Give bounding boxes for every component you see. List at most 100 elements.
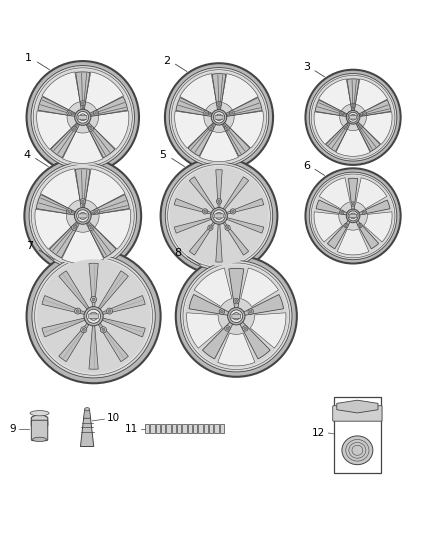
Polygon shape <box>337 229 369 255</box>
Circle shape <box>359 126 361 128</box>
Circle shape <box>230 310 243 322</box>
Circle shape <box>208 126 213 131</box>
Circle shape <box>79 212 86 220</box>
FancyBboxPatch shape <box>187 424 192 433</box>
Circle shape <box>33 68 132 167</box>
FancyBboxPatch shape <box>177 424 181 433</box>
Circle shape <box>243 326 248 331</box>
Circle shape <box>350 115 356 120</box>
Circle shape <box>73 127 76 130</box>
Circle shape <box>89 225 94 230</box>
Polygon shape <box>174 217 212 233</box>
Polygon shape <box>51 122 80 158</box>
Circle shape <box>211 110 227 125</box>
Polygon shape <box>223 177 249 211</box>
Polygon shape <box>250 313 286 348</box>
Circle shape <box>81 327 87 333</box>
Circle shape <box>74 207 91 224</box>
Polygon shape <box>187 313 223 348</box>
Circle shape <box>100 327 106 333</box>
Circle shape <box>352 104 354 107</box>
Circle shape <box>76 310 79 312</box>
Polygon shape <box>189 177 215 211</box>
Circle shape <box>92 298 95 301</box>
Polygon shape <box>89 324 98 369</box>
Circle shape <box>208 225 213 230</box>
Polygon shape <box>326 121 351 151</box>
Polygon shape <box>63 132 103 163</box>
Circle shape <box>161 158 277 274</box>
Polygon shape <box>314 212 343 242</box>
Circle shape <box>244 327 247 330</box>
Polygon shape <box>364 212 392 242</box>
Circle shape <box>66 209 71 214</box>
Polygon shape <box>226 199 264 214</box>
Polygon shape <box>95 209 131 249</box>
Polygon shape <box>363 112 392 144</box>
Polygon shape <box>188 122 216 156</box>
Polygon shape <box>180 74 216 110</box>
Circle shape <box>170 166 268 265</box>
Circle shape <box>90 127 92 130</box>
Circle shape <box>74 308 81 314</box>
Circle shape <box>27 249 161 383</box>
Polygon shape <box>318 79 351 111</box>
Polygon shape <box>243 295 283 316</box>
Polygon shape <box>84 409 91 418</box>
Polygon shape <box>35 209 71 249</box>
Circle shape <box>165 63 273 172</box>
Polygon shape <box>316 200 348 215</box>
Polygon shape <box>222 74 258 110</box>
Circle shape <box>226 327 229 330</box>
Polygon shape <box>355 121 380 151</box>
Circle shape <box>235 300 238 302</box>
Polygon shape <box>189 295 230 316</box>
FancyBboxPatch shape <box>78 214 87 218</box>
Polygon shape <box>36 195 77 215</box>
Circle shape <box>225 225 230 230</box>
Polygon shape <box>174 199 212 214</box>
Circle shape <box>311 174 395 258</box>
Bar <box>334 397 381 473</box>
Text: 10: 10 <box>106 413 120 423</box>
Circle shape <box>341 211 343 213</box>
Circle shape <box>73 227 75 229</box>
Circle shape <box>309 74 397 161</box>
FancyBboxPatch shape <box>172 424 176 433</box>
Polygon shape <box>349 179 358 210</box>
Circle shape <box>88 126 94 131</box>
Circle shape <box>81 102 84 104</box>
Circle shape <box>72 126 77 131</box>
Ellipse shape <box>342 436 373 465</box>
Polygon shape <box>356 177 387 209</box>
Circle shape <box>345 224 347 227</box>
Circle shape <box>87 309 101 323</box>
Circle shape <box>228 308 245 325</box>
Polygon shape <box>200 131 238 161</box>
Circle shape <box>32 255 155 378</box>
Circle shape <box>95 210 98 213</box>
Circle shape <box>95 112 97 114</box>
Circle shape <box>363 211 365 213</box>
Circle shape <box>341 112 343 115</box>
Circle shape <box>35 69 131 165</box>
Polygon shape <box>230 111 263 148</box>
Ellipse shape <box>32 437 46 441</box>
Polygon shape <box>88 96 127 117</box>
Circle shape <box>216 101 222 106</box>
Text: 5: 5 <box>159 150 166 159</box>
Polygon shape <box>86 221 116 258</box>
Circle shape <box>168 165 270 267</box>
Circle shape <box>346 209 360 223</box>
Circle shape <box>176 256 297 377</box>
Circle shape <box>313 175 393 256</box>
Circle shape <box>351 202 355 206</box>
Circle shape <box>352 203 354 205</box>
FancyBboxPatch shape <box>182 424 187 433</box>
Text: 4: 4 <box>23 150 30 159</box>
Polygon shape <box>31 413 48 430</box>
Circle shape <box>204 111 208 116</box>
FancyBboxPatch shape <box>204 424 208 433</box>
Polygon shape <box>239 321 270 359</box>
Text: 6: 6 <box>303 161 310 171</box>
